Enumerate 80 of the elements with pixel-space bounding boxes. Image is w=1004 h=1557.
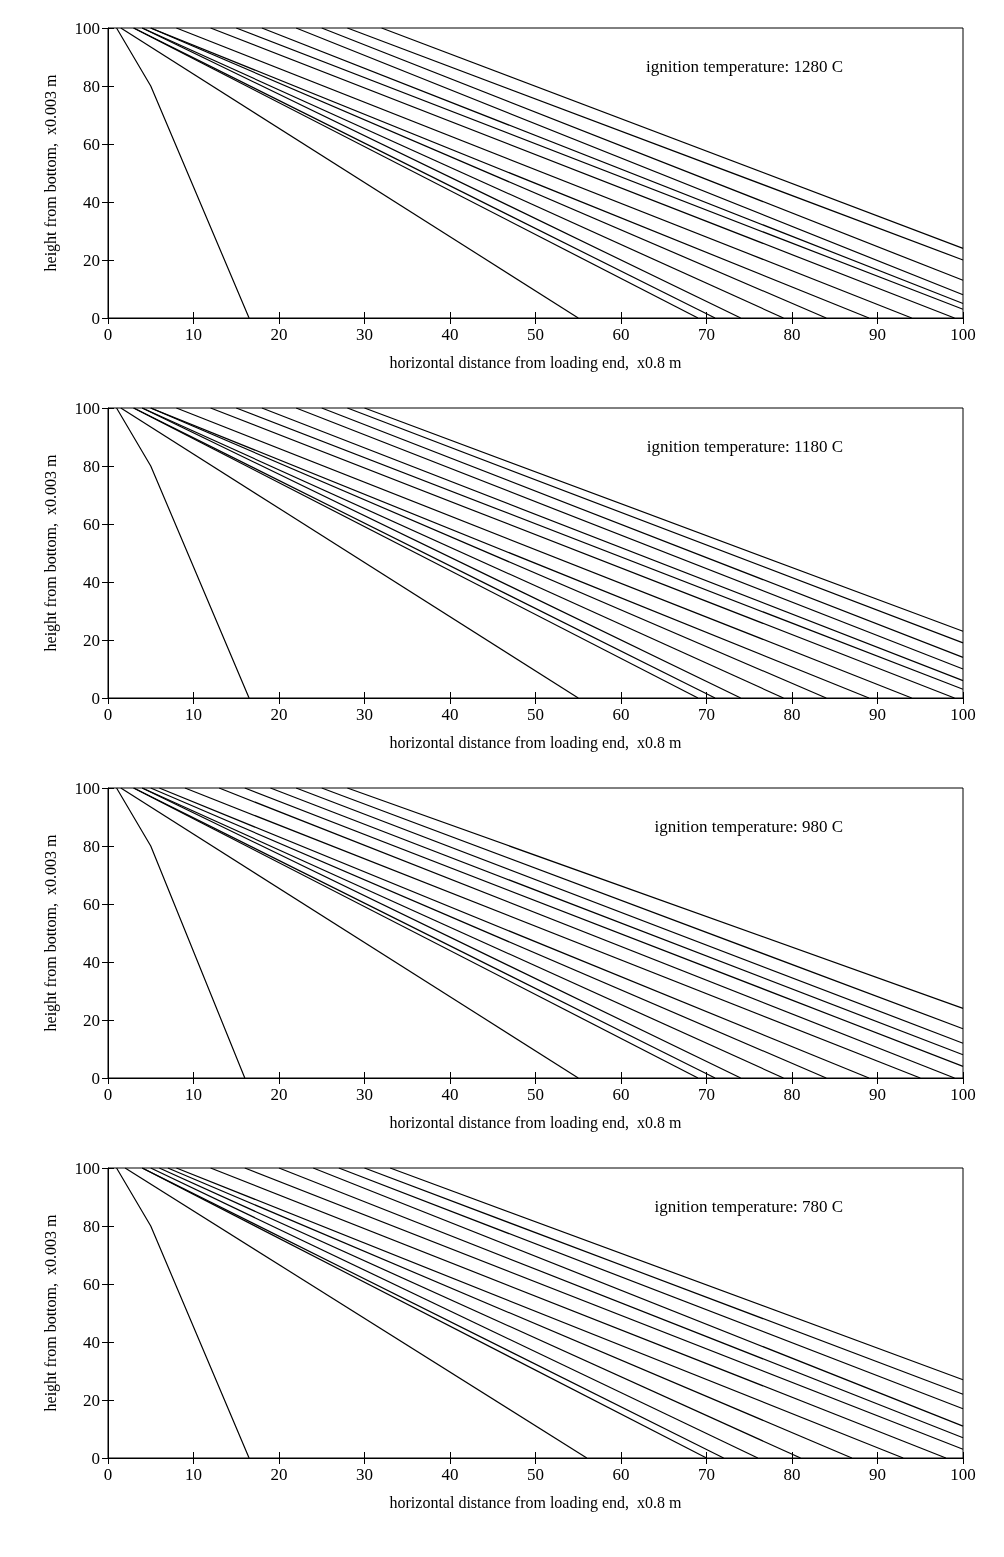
x-tick-label: 90 xyxy=(869,705,886,724)
x-tick-label: 100 xyxy=(950,1465,976,1484)
y-tick-label: 0 xyxy=(91,1448,100,1468)
x-tick-label: 50 xyxy=(527,1085,544,1104)
x-tick-label: 40 xyxy=(441,705,459,724)
x-tick-label: 30 xyxy=(356,325,373,344)
x-tick-label: 30 xyxy=(356,705,373,724)
x-tick-label: 10 xyxy=(185,1465,202,1484)
x-tick-label: 20 xyxy=(270,1085,288,1104)
y-tick-label: 80 xyxy=(83,1216,100,1236)
y-tick-label: 80 xyxy=(83,836,100,856)
y-tick-label: 60 xyxy=(83,134,100,154)
x-tick-label: 70 xyxy=(698,1085,715,1104)
x-tick-label: 80 xyxy=(783,705,801,724)
x-axis-title: horizontal distance from loading end, x0.8 m xyxy=(389,1493,683,1512)
x-tick-label: 90 xyxy=(869,1465,886,1484)
x-tick-label: 100 xyxy=(950,325,976,344)
x-tick-label: 90 xyxy=(869,325,886,344)
x-axis-title: horizontal distance from loading end, x0.8 m xyxy=(389,1113,683,1132)
x-tick-label: 70 xyxy=(698,705,715,724)
x-tick-label: 80 xyxy=(783,325,801,344)
y-tick-label: 20 xyxy=(83,250,100,270)
x-tick-label: 100 xyxy=(950,705,976,724)
x-tick-label: 40 xyxy=(441,1085,459,1104)
x-tick-label: 100 xyxy=(950,1085,976,1104)
x-tick-label: 70 xyxy=(698,325,715,344)
x-tick-label: 40 xyxy=(441,325,459,344)
y-tick-label: 40 xyxy=(83,192,100,212)
y-tick-label: 20 xyxy=(83,1390,100,1410)
x-tick-label: 10 xyxy=(185,1085,202,1104)
annotation: ignition temperature: 1280 C xyxy=(646,57,844,76)
x-tick-label: 60 xyxy=(612,705,630,724)
x-tick-label: 0 xyxy=(103,1085,113,1104)
x-tick-label: 50 xyxy=(527,325,544,344)
x-tick-label: 80 xyxy=(783,1465,801,1484)
x-tick-label: 70 xyxy=(698,1465,715,1484)
y-tick-label: 100 xyxy=(74,18,100,38)
y-tick-label: 80 xyxy=(83,76,100,96)
y-tick-label: 0 xyxy=(91,688,100,708)
annotation: ignition temperature: 980 C xyxy=(654,817,844,836)
x-tick-label: 10 xyxy=(185,705,202,724)
x-tick-label: 90 xyxy=(869,1085,886,1104)
x-tick-label: 0 xyxy=(103,1465,113,1484)
y-tick-label: 60 xyxy=(83,894,100,914)
y-axis-title: height from bottom, x0.003 m xyxy=(41,1214,60,1412)
y-tick-label: 60 xyxy=(83,514,100,534)
x-tick-label: 80 xyxy=(783,1085,801,1104)
x-tick-label: 20 xyxy=(270,705,288,724)
y-tick-label: 100 xyxy=(74,778,100,798)
x-tick-label: 60 xyxy=(612,1465,630,1484)
y-tick-label: 40 xyxy=(83,572,100,592)
x-tick-label: 20 xyxy=(270,325,288,344)
x-tick-label: 60 xyxy=(612,1085,630,1104)
x-tick-label: 60 xyxy=(612,325,630,344)
y-axis-title: height from bottom, x0.003 m xyxy=(41,834,60,1032)
y-tick-label: 0 xyxy=(91,1068,100,1088)
y-tick-label: 20 xyxy=(83,1010,100,1030)
y-axis-title: height from bottom, x0.003 m xyxy=(41,454,60,652)
y-tick-label: 100 xyxy=(74,398,100,418)
x-tick-label: 0 xyxy=(103,325,113,344)
x-axis-title: horizontal distance from loading end, x0.8 m xyxy=(389,733,683,752)
x-tick-label: 50 xyxy=(527,705,544,724)
annotation: ignition temperature: 1180 C xyxy=(646,437,843,456)
x-tick-label: 50 xyxy=(527,1465,544,1484)
y-tick-label: 60 xyxy=(83,1274,100,1294)
y-tick-label: 40 xyxy=(83,952,100,972)
y-axis-title: height from bottom, x0.003 m xyxy=(41,74,60,272)
y-tick-label: 20 xyxy=(83,630,100,650)
x-tick-label: 20 xyxy=(270,1465,288,1484)
y-tick-label: 80 xyxy=(83,456,100,476)
x-tick-label: 30 xyxy=(356,1085,373,1104)
x-axis-title: horizontal distance from loading end, x0.8 m xyxy=(389,353,683,372)
annotation: ignition temperature: 780 C xyxy=(654,1197,844,1216)
x-tick-label: 10 xyxy=(185,325,202,344)
y-tick-label: 40 xyxy=(83,1332,100,1352)
y-tick-label: 100 xyxy=(74,1158,100,1178)
x-tick-label: 0 xyxy=(103,705,113,724)
x-tick-label: 30 xyxy=(356,1465,373,1484)
y-tick-label: 0 xyxy=(91,308,100,328)
x-tick-label: 40 xyxy=(441,1465,459,1484)
